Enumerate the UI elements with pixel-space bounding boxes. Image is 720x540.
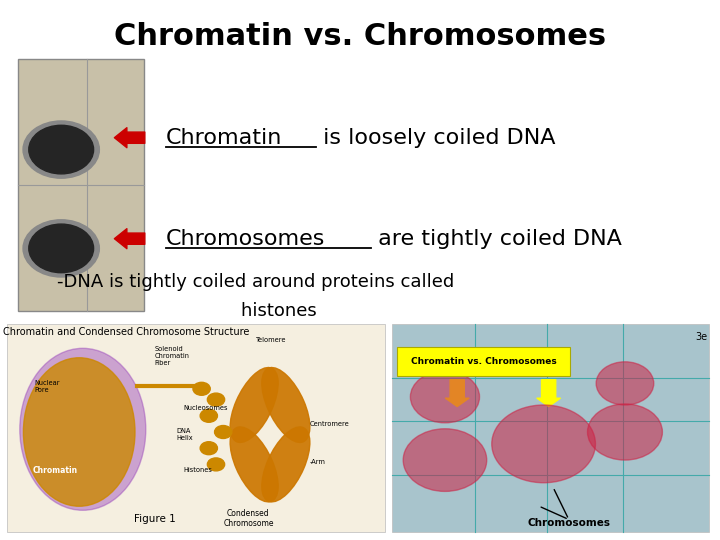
Text: histones: histones <box>194 302 317 320</box>
Ellipse shape <box>262 427 310 502</box>
Text: -DNA is tightly coiled around proteins called: -DNA is tightly coiled around proteins c… <box>57 273 454 291</box>
Circle shape <box>588 404 662 460</box>
Ellipse shape <box>262 368 310 442</box>
Text: Centromere: Centromere <box>310 421 349 427</box>
Bar <box>18 59 144 310</box>
Text: Solenoid
Chromatin
Fiber: Solenoid Chromatin Fiber <box>155 346 190 367</box>
Text: is loosely coiled DNA: is loosely coiled DNA <box>316 127 555 148</box>
Text: 3e: 3e <box>695 332 707 342</box>
Text: -Arm: -Arm <box>310 458 325 465</box>
Circle shape <box>403 429 487 491</box>
Text: Nuclear
Pore: Nuclear Pore <box>35 380 60 393</box>
Circle shape <box>207 393 225 406</box>
Circle shape <box>29 224 94 273</box>
Text: Nucleosomes: Nucleosomes <box>184 404 228 411</box>
Ellipse shape <box>230 368 278 442</box>
Circle shape <box>215 426 232 438</box>
Circle shape <box>410 371 480 423</box>
Text: Chromatin vs. Chromosomes: Chromatin vs. Chromosomes <box>411 357 557 366</box>
Bar <box>7 324 385 532</box>
Ellipse shape <box>230 427 278 502</box>
Ellipse shape <box>20 348 145 510</box>
Bar <box>392 324 709 532</box>
Text: Chromosomes: Chromosomes <box>527 518 611 528</box>
Text: Chromatin: Chromatin <box>32 467 78 475</box>
Circle shape <box>29 125 94 174</box>
Text: are tightly coiled DNA: are tightly coiled DNA <box>372 228 622 249</box>
Circle shape <box>23 220 99 277</box>
Text: Chromatin vs. Chromosomes: Chromatin vs. Chromosomes <box>114 22 606 51</box>
Circle shape <box>193 382 210 395</box>
Bar <box>397 347 570 376</box>
Circle shape <box>23 121 99 178</box>
Circle shape <box>596 362 654 405</box>
Text: Chromatin and Condensed Chromosome Structure: Chromatin and Condensed Chromosome Struc… <box>3 327 249 337</box>
Text: Figure 1: Figure 1 <box>134 514 176 524</box>
Circle shape <box>200 442 217 455</box>
Text: Condensed
Chromosome: Condensed Chromosome <box>223 509 274 528</box>
Text: Telomere: Telomere <box>256 337 286 343</box>
Ellipse shape <box>24 357 135 507</box>
Text: Chromosomes: Chromosomes <box>166 228 325 249</box>
Text: DNA
Helix: DNA Helix <box>176 428 193 441</box>
Text: Histones: Histones <box>184 467 212 473</box>
Text: Chromatin: Chromatin <box>166 127 282 148</box>
Circle shape <box>492 405 595 483</box>
Circle shape <box>200 409 217 422</box>
Circle shape <box>207 458 225 471</box>
